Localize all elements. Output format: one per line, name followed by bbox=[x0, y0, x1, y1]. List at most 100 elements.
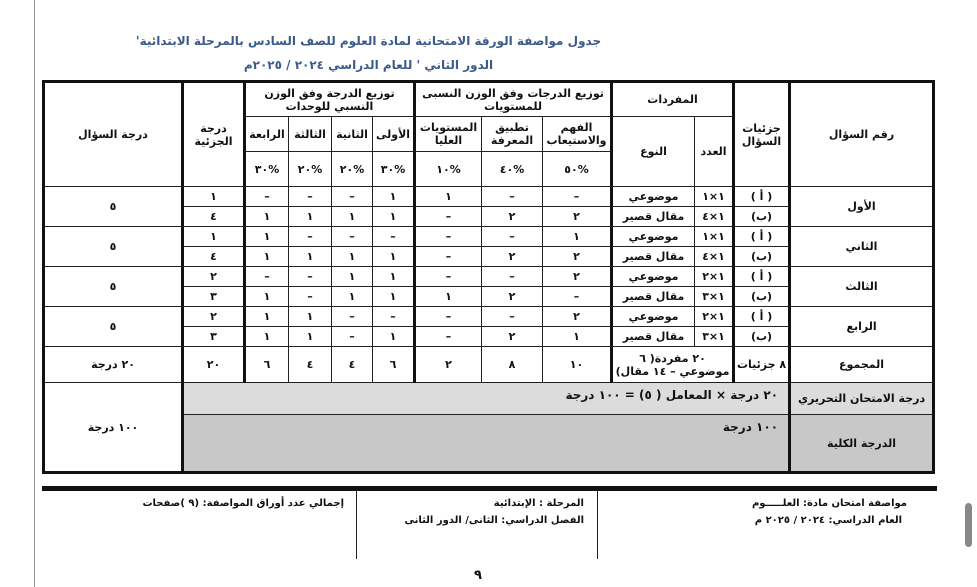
item-count: ١×١ bbox=[694, 226, 735, 247]
question-grade: ٥ bbox=[43, 306, 183, 347]
page-number: ٩ bbox=[474, 568, 482, 583]
table-row: الثالث( أ ) ١×٢ موضوعي ٢– –١ ١– –٢ ٥ bbox=[43, 266, 935, 307]
level-grade: ١ bbox=[542, 326, 613, 347]
level-grade: ٢ bbox=[481, 326, 544, 347]
part-label: (ب) bbox=[732, 246, 791, 267]
level-grade: – bbox=[413, 306, 483, 327]
footer-term: الفصل الدراسي: الثانى/ الدور الثانى bbox=[404, 515, 584, 526]
level-grade: – bbox=[413, 246, 483, 267]
unit-grade: – bbox=[288, 186, 333, 207]
unit-grade: ١ bbox=[242, 206, 290, 227]
unit-grade: – bbox=[288, 286, 333, 307]
document-subtitle: الدور الثاني ' للعام الدراسي ٢٠٢٤ / ٢٠٢٥… bbox=[243, 58, 494, 72]
table-row: (ب) ١×٤ مقال قصير ٢ ٢–١ ١ ١ ١ ٤ bbox=[44, 206, 934, 227]
level-grade: – bbox=[413, 226, 483, 247]
item-type: موضوعي bbox=[610, 266, 696, 287]
question-name: الأول bbox=[788, 186, 935, 227]
total-part-grade: ٢٠ bbox=[181, 346, 245, 383]
table-row: (ب) ١×٤ مقال قصير ٢ ٢–١ ١ ١ ١ ٤ bbox=[44, 246, 934, 267]
overall-row: الدرجة الكلية ١٠٠ درجة bbox=[44, 414, 935, 473]
unit-grade: ١ bbox=[242, 246, 290, 267]
level-grade: – bbox=[481, 306, 544, 327]
part-grade: ٢ bbox=[181, 266, 245, 287]
header-question-grade: درجة السؤال bbox=[43, 81, 183, 187]
level-grade: – bbox=[413, 206, 483, 227]
item-type: موضوعي bbox=[610, 226, 696, 247]
header-count: العدد bbox=[694, 116, 735, 187]
unit-grade: ١ bbox=[331, 206, 374, 227]
item-type: موضوعي bbox=[610, 306, 696, 327]
total-unit: ٦ bbox=[242, 346, 290, 383]
total-level: ١٠ bbox=[542, 346, 613, 383]
level-grade: – bbox=[413, 266, 483, 287]
part-grade: ٤ bbox=[181, 206, 245, 227]
question-name: الثالث bbox=[788, 266, 935, 307]
total-unit: ٤ bbox=[331, 346, 374, 383]
page-edge bbox=[34, 0, 35, 587]
level-percent: %٤٠ bbox=[481, 151, 544, 187]
header-level: المستويات العليا bbox=[413, 116, 483, 152]
part-label: ( أ ) bbox=[732, 266, 791, 287]
level-grade: ١ bbox=[413, 286, 483, 307]
unit-grade: – bbox=[331, 186, 374, 207]
header-unit: الرابعة bbox=[242, 116, 290, 152]
level-grade: ٢ bbox=[542, 206, 613, 227]
level-grade: – bbox=[481, 186, 544, 207]
unit-percent: %٣٠ bbox=[372, 151, 416, 187]
unit-grade: – bbox=[242, 266, 290, 287]
level-grade: ٢ bbox=[481, 206, 544, 227]
header-type: النوع bbox=[610, 116, 696, 187]
written-exam-row: درجة الامتحان التحريري ٢٠ درجة × المعامل … bbox=[43, 382, 935, 473]
scrollbar-thumb[interactable] bbox=[965, 503, 972, 547]
header-part-grade: درجة الجزئية bbox=[181, 81, 245, 187]
part-grade: ٢ bbox=[181, 306, 245, 327]
unit-grade: – bbox=[372, 226, 416, 247]
unit-grade: – bbox=[242, 186, 290, 207]
unit-grade: – bbox=[331, 226, 374, 247]
level-grade: ١ bbox=[413, 186, 483, 207]
level-grade: – bbox=[413, 326, 483, 347]
item-count: ١×٤ bbox=[694, 206, 735, 227]
total-unit: ٦ bbox=[372, 346, 416, 383]
table-row: (ب) ١×٣ مقال قصير –٢ ١ ١ ١–١ ٣ bbox=[44, 286, 934, 307]
total-items: ٢٠ مفردة( ٦ موضوعي – ١٤ مقال) bbox=[610, 346, 735, 383]
unit-grade: ١ bbox=[242, 306, 290, 327]
unit-grade: ١ bbox=[372, 206, 416, 227]
unit-grade: ١ bbox=[331, 246, 374, 267]
item-count: ١×٢ bbox=[694, 266, 735, 287]
unit-grade: ١ bbox=[331, 286, 374, 307]
item-count: ١×٤ bbox=[694, 246, 735, 267]
level-grade: – bbox=[542, 186, 613, 207]
question-name: الثاني bbox=[788, 226, 935, 267]
part-label: (ب) bbox=[732, 286, 791, 307]
header-unit: الثانية bbox=[331, 116, 374, 152]
part-grade: ٤ bbox=[181, 246, 245, 267]
part-grade: ٣ bbox=[181, 326, 245, 347]
header-question-no: رقم السؤال bbox=[788, 81, 935, 187]
unit-grade: ١ bbox=[372, 186, 416, 207]
header-units-group: توزيع الدرجة وفق الوزن النسبي للوحدات bbox=[242, 81, 416, 117]
total-grade: ٢٠ درجة bbox=[43, 346, 183, 383]
question-grade: ٥ bbox=[43, 266, 183, 307]
item-type: مقال قصير bbox=[610, 246, 696, 267]
unit-grade: – bbox=[331, 326, 374, 347]
header-unit: الأولى bbox=[372, 116, 416, 152]
part-label: (ب) bbox=[732, 326, 791, 347]
part-grade: ١ bbox=[181, 226, 245, 247]
unit-grade: ١ bbox=[372, 286, 416, 307]
header-items: المفردات bbox=[610, 81, 735, 117]
total-level: ٨ bbox=[481, 346, 544, 383]
unit-grade: ١ bbox=[288, 206, 333, 227]
part-label: (ب) bbox=[732, 206, 791, 227]
question-name: الرابع bbox=[788, 306, 935, 347]
unit-grade: – bbox=[372, 306, 416, 327]
level-percent: %١٠ bbox=[413, 151, 483, 187]
total-level: ٢ bbox=[413, 346, 483, 383]
document-title: جدول مواصفة الورقة الامتحانية لمادة العل… bbox=[135, 34, 602, 48]
table-row: الثاني( أ ) ١×١ موضوعي ١– – – – –١ ١ ٥ bbox=[43, 226, 935, 267]
table-row: الأول( أ ) ١×١ موضوعي – –١ ١– – –١ ٥ bbox=[43, 186, 935, 227]
unit-percent: %٢٠ bbox=[288, 151, 333, 187]
level-grade: – bbox=[542, 286, 613, 307]
footer-pages: إجمالي عدد أوراق المواصفة: (٩ )صفحات bbox=[142, 498, 344, 509]
level-grade: – bbox=[481, 266, 544, 287]
